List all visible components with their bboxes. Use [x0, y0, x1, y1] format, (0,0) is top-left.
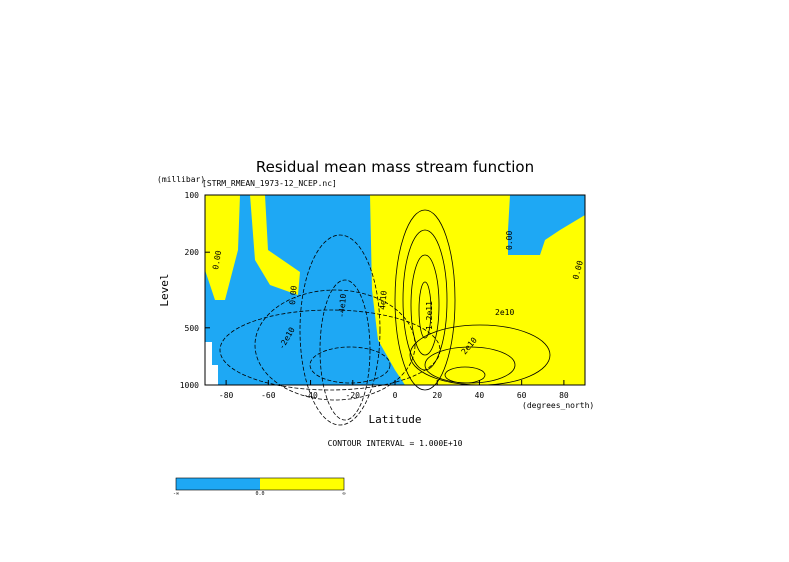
- x-label: Latitude: [369, 413, 422, 426]
- contour-line: [418, 281, 432, 339]
- x-units: (degrees_north): [522, 401, 594, 410]
- x-tick-label: 60: [517, 391, 527, 400]
- contour-line: [309, 346, 391, 384]
- contour-label: 0.00: [211, 250, 223, 271]
- contour-label: 0.00: [288, 285, 299, 305]
- y-units: (millibar): [157, 175, 205, 184]
- colorbar-label: 0.0: [255, 491, 264, 497]
- y-tick-label: 500: [185, 324, 200, 333]
- plot-fill: [205, 195, 585, 385]
- colorbar-frame: [175, 477, 345, 491]
- x-tick-label: -80: [219, 391, 234, 400]
- contour-label: 2e10: [495, 308, 514, 317]
- x-tick-label: -40: [303, 391, 318, 400]
- colorbar-label: -∞: [173, 491, 179, 497]
- subtitle: [STRM_RMEAN_1973-12_NCEP.nc]: [202, 179, 337, 188]
- colorbar: -∞ 0.0 ∞: [173, 477, 346, 497]
- footer: CONTOUR INTERVAL = 1.000E+10: [328, 439, 463, 448]
- contour-label: 0.00: [505, 231, 514, 250]
- missing-region: [205, 342, 218, 385]
- contour-line: [410, 254, 440, 356]
- contour-label: -4e10: [337, 293, 348, 318]
- positive-region: [250, 195, 300, 295]
- contour-label: 4e10: [378, 290, 389, 310]
- x-tick-label: -60: [261, 391, 276, 400]
- contour-line: [299, 234, 381, 426]
- contour-line: [394, 209, 456, 391]
- positive-region: [205, 195, 240, 300]
- x-tick-label: 0: [393, 391, 398, 400]
- y-tick-label: 100: [185, 191, 200, 200]
- y-tick-label: 1000: [180, 381, 199, 390]
- contour-line: [319, 279, 371, 421]
- colorbar-label: ∞: [342, 491, 345, 497]
- negative-region: [508, 195, 585, 255]
- x-tick-label: 80: [559, 391, 569, 400]
- y-label: Level: [158, 273, 171, 306]
- x-tick-label: -20: [346, 391, 361, 400]
- contour-line: [402, 229, 448, 371]
- contour-line: [444, 366, 486, 384]
- colorbar-negative: [176, 478, 260, 490]
- contour-line: [254, 289, 416, 401]
- colorbar-positive: [260, 478, 344, 490]
- contour-label: 1.2e11: [425, 301, 434, 330]
- x-tick-label: 20: [432, 391, 442, 400]
- contour-lines: [219, 209, 551, 426]
- chart-title: Residual mean mass stream function: [256, 158, 534, 176]
- x-tick-label: 40: [475, 391, 485, 400]
- y-tick-label: 200: [185, 248, 200, 257]
